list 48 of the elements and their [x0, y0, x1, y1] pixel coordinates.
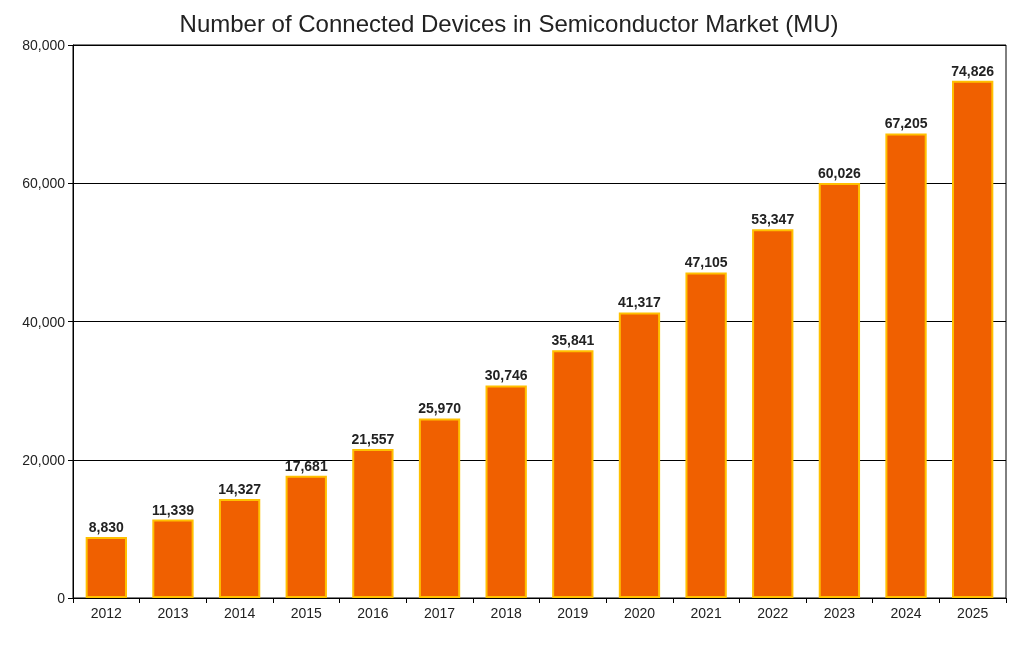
y-tick-label: 80,000: [22, 37, 66, 53]
data-label: 35,841: [551, 332, 595, 349]
data-label: 30,746: [484, 367, 528, 384]
x-tick-label: 2014: [224, 605, 256, 621]
y-tick-label: 20,000: [22, 451, 66, 468]
chart-title: Number of Connected Devices in Semiconductor Market (MU): [179, 9, 839, 37]
x-tick-label: 2017: [423, 605, 456, 621]
x-tick-label: 2021: [690, 605, 722, 621]
data-label: 21,557: [351, 430, 395, 447]
data-label: 41,317: [618, 294, 662, 311]
data-label: 17,681: [284, 457, 328, 474]
x-tick-label: 2024: [890, 605, 922, 621]
x-tick-label: 2019: [557, 605, 589, 621]
bar: [752, 229, 794, 598]
bar: [418, 418, 461, 598]
y-tick-label: 40,000: [22, 313, 66, 330]
x-tick-label: 2020: [623, 605, 656, 621]
data-label: 8,830: [88, 518, 125, 535]
x-tick-label: 2025: [957, 605, 989, 621]
bar: [885, 133, 927, 598]
bar: [618, 312, 661, 598]
bar: [952, 80, 994, 598]
y-tick-label: 0: [57, 590, 66, 606]
x-tick-label: 2023: [823, 605, 856, 621]
bar: [352, 448, 394, 598]
bar: [285, 475, 327, 598]
x-tick-label: 2015: [290, 605, 323, 621]
bar: [818, 183, 861, 598]
data-label: 25,970: [418, 400, 462, 417]
data-label: 53,347: [751, 211, 795, 228]
data-label: 14,327: [218, 480, 262, 497]
data-label: 60,026: [817, 165, 862, 182]
bar: [152, 519, 194, 598]
y-tick-label: 60,000: [22, 175, 66, 192]
data-label: 67,205: [884, 115, 928, 132]
data-label: 11,339: [151, 501, 195, 518]
bar: [485, 385, 527, 598]
x-tick-label: 2016: [357, 605, 389, 621]
bar: [552, 350, 594, 598]
bar: [85, 536, 127, 598]
x-tick-label: 2018: [490, 605, 522, 621]
bar: [685, 272, 727, 598]
x-tick-label: 2012: [90, 605, 123, 621]
bar: [218, 498, 261, 598]
x-tick-label: 2022: [757, 605, 789, 621]
x-tick-label: 2013: [157, 605, 189, 621]
data-label: 47,105: [684, 254, 728, 271]
data-label: 74,826: [951, 62, 995, 79]
